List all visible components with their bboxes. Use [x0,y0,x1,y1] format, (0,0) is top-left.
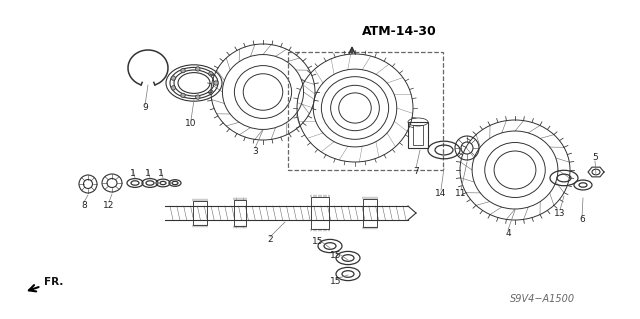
Text: 11: 11 [455,189,467,197]
Text: 1: 1 [130,168,136,177]
Text: 15: 15 [312,238,324,247]
Text: 15: 15 [330,250,342,259]
Bar [363,199,377,227]
Bar [311,197,329,229]
Bar [234,200,246,226]
Bar [413,125,423,145]
Text: ATM-14-30: ATM-14-30 [362,25,436,38]
Text: 12: 12 [103,201,115,210]
Circle shape [196,67,200,71]
Bar [193,201,207,225]
Text: 4: 4 [505,228,511,238]
Circle shape [181,93,185,98]
Text: 8: 8 [81,201,87,210]
Circle shape [209,71,213,76]
Text: 10: 10 [185,118,196,128]
Text: 9: 9 [142,103,148,113]
Text: 2: 2 [267,235,273,244]
Text: 13: 13 [554,209,566,218]
Text: 3: 3 [252,147,258,157]
Bar [408,122,428,148]
Text: FR.: FR. [29,277,63,291]
Circle shape [171,76,175,80]
Text: 15: 15 [330,278,342,286]
Circle shape [214,81,218,85]
Text: 14: 14 [435,189,447,197]
Text: 1: 1 [158,168,164,177]
Text: 6: 6 [579,216,585,225]
Circle shape [171,86,175,90]
Circle shape [196,95,200,99]
Circle shape [181,68,185,73]
Text: 7: 7 [413,167,419,176]
Circle shape [209,90,213,94]
Text: S9V4−A1500: S9V4−A1500 [511,294,575,304]
Text: 5: 5 [592,153,598,162]
Bar [288,52,443,170]
Text: 1: 1 [145,168,151,177]
